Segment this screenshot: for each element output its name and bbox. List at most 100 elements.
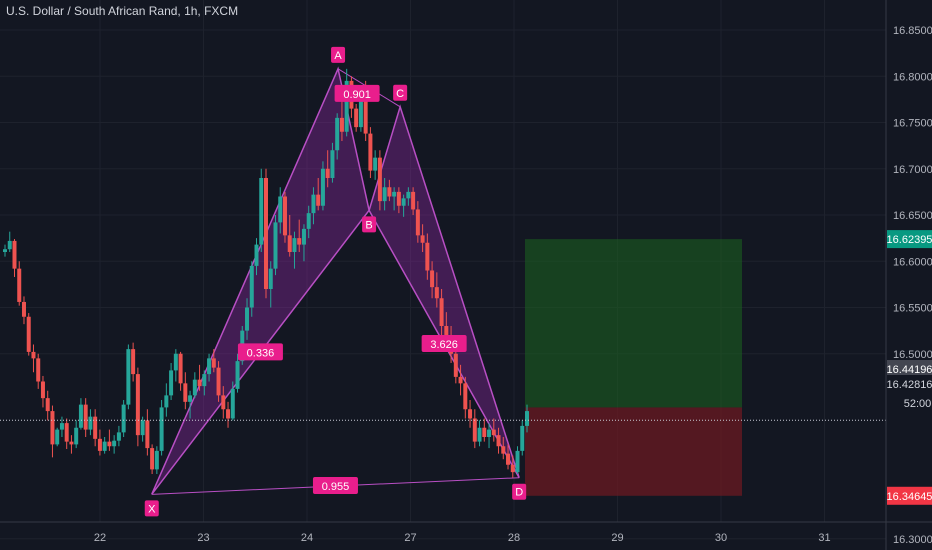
candle-body	[150, 448, 155, 470]
candle	[3, 244, 7, 257]
candle	[401, 194, 406, 217]
candle	[245, 298, 250, 340]
candle	[40, 375, 45, 408]
candle-body	[525, 411, 529, 426]
candle	[93, 409, 98, 447]
ratio-label-box	[421, 335, 467, 353]
candle	[50, 405, 55, 458]
price-tick-label: 16.75000	[893, 118, 932, 130]
candle	[520, 420, 525, 456]
candle	[468, 400, 473, 428]
candle-body	[268, 268, 273, 289]
point-label-b: B	[362, 216, 377, 233]
candle	[97, 429, 102, 456]
candle-body	[396, 191, 401, 206]
candle	[135, 367, 140, 447]
candle	[26, 313, 31, 356]
candle	[140, 416, 145, 442]
point-label-box	[393, 84, 408, 101]
candle-body	[278, 196, 283, 223]
candle-body	[335, 117, 340, 151]
candle-body	[216, 367, 221, 396]
candle	[216, 361, 221, 402]
candle	[311, 187, 316, 225]
candle-body	[31, 351, 36, 359]
countdown-tag-text: 52:00	[904, 398, 932, 410]
candle-body	[131, 349, 136, 375]
stop-loss-tag: 16.34645	[887, 486, 932, 505]
stop-loss-tag-text: 16.34645	[887, 491, 932, 503]
candle	[221, 386, 226, 419]
candle	[188, 390, 193, 419]
stop-loss-tag-box	[887, 486, 932, 505]
ratio-label-text: 0.955	[322, 481, 350, 493]
point-label-text: C	[396, 88, 404, 100]
candle-body	[173, 353, 178, 371]
candle-body	[169, 370, 174, 396]
candle-body	[135, 374, 140, 436]
candle	[368, 127, 373, 178]
candle-body	[510, 464, 515, 473]
candle	[434, 272, 439, 308]
time-tick-label: 30	[715, 532, 727, 544]
candle	[249, 261, 254, 317]
candle-body	[93, 416, 98, 439]
candle	[78, 398, 83, 430]
ratio-label-text: 3.626	[430, 339, 458, 351]
candle-body	[164, 395, 169, 408]
upper-price-tag-box	[887, 360, 932, 378]
time-tick-label: 28	[508, 532, 520, 544]
candle	[406, 187, 411, 206]
candle-body	[515, 450, 520, 473]
time-tick-label: 31	[818, 532, 830, 544]
candle	[491, 418, 496, 442]
candle	[150, 444, 155, 474]
point-label-a: A	[331, 46, 346, 63]
price-tick-label: 16.60000	[893, 256, 932, 268]
candle-body	[320, 168, 325, 206]
candle	[31, 344, 36, 373]
candle-body	[12, 240, 17, 269]
ratio-label-box	[237, 343, 283, 361]
candle	[69, 435, 74, 454]
candle-body	[55, 429, 60, 445]
candle-body	[297, 238, 302, 245]
take-profit-tag-text: 16.62395	[887, 234, 932, 246]
candle-body	[520, 425, 525, 451]
take-profit-tag: 16.62395	[887, 230, 932, 249]
candle	[373, 150, 378, 180]
candle	[12, 239, 17, 277]
candle-body	[401, 198, 406, 206]
candle	[121, 400, 126, 437]
candle-body	[434, 287, 439, 299]
candle-body	[382, 187, 387, 202]
chart-title: U.S. Dollar / South African Rand, 1h, FX…	[6, 4, 239, 18]
candle-body	[453, 353, 458, 377]
last-price-tag-box	[887, 375, 932, 393]
candle-body	[102, 441, 107, 451]
candle	[74, 420, 79, 449]
candle-body	[282, 196, 287, 236]
point-label-box	[144, 500, 159, 517]
candle-body	[69, 441, 74, 445]
candle-body	[45, 398, 50, 412]
candle	[59, 416, 64, 437]
candle-body	[192, 379, 197, 396]
last-price-tag-text: 16.42816	[887, 379, 932, 391]
candle-body	[226, 409, 231, 419]
candle	[506, 444, 511, 470]
candle-body	[292, 238, 297, 252]
candle	[458, 364, 463, 396]
candle	[501, 437, 506, 460]
ratio-label-text: 0.901	[343, 89, 371, 101]
candle	[112, 435, 117, 454]
candle-body	[235, 361, 240, 389]
candle	[354, 104, 359, 132]
candle-body	[112, 440, 117, 447]
candle-body	[40, 381, 45, 399]
candle-body	[311, 194, 316, 214]
candle	[425, 233, 430, 280]
candle	[487, 423, 492, 449]
candle	[439, 289, 444, 336]
